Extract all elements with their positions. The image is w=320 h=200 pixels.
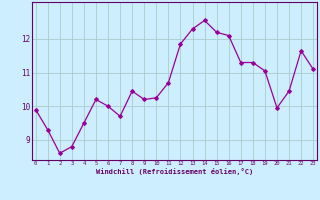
X-axis label: Windchill (Refroidissement éolien,°C): Windchill (Refroidissement éolien,°C) — [96, 168, 253, 175]
